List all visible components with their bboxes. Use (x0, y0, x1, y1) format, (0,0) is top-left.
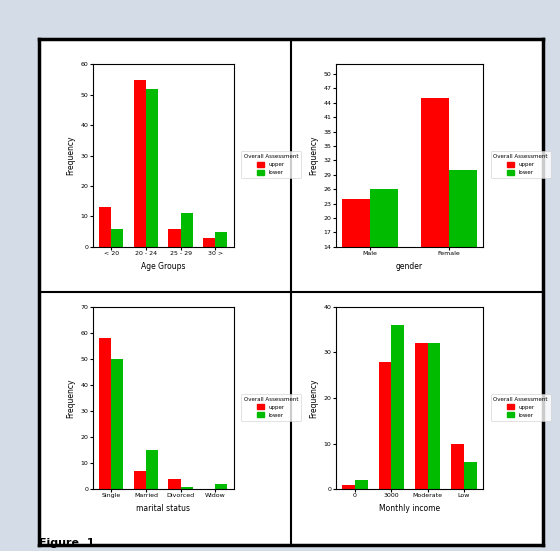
Text: Figure  1: Figure 1 (39, 538, 95, 548)
Bar (215, 484, 227, 489)
Y-axis label: Frequency: Frequency (309, 379, 318, 418)
Bar (181, 487, 193, 489)
Bar (342, 199, 370, 314)
Bar (99, 207, 111, 247)
Bar (146, 450, 158, 489)
Bar (134, 79, 146, 247)
X-axis label: marital status: marital status (136, 504, 190, 513)
Y-axis label: Frequency: Frequency (66, 379, 75, 418)
Bar (111, 359, 123, 489)
Bar (181, 213, 193, 247)
Bar (134, 471, 146, 489)
X-axis label: Age Groups: Age Groups (141, 262, 185, 271)
Bar (370, 189, 398, 314)
Bar (421, 98, 449, 314)
Bar (203, 237, 215, 247)
Y-axis label: Frequency: Frequency (309, 136, 318, 175)
X-axis label: Monthly income: Monthly income (379, 504, 440, 513)
Y-axis label: Frequency: Frequency (66, 136, 75, 175)
Bar (355, 480, 368, 489)
Legend: upper, lower: upper, lower (241, 394, 301, 420)
Bar (169, 479, 181, 489)
Bar (451, 444, 464, 489)
Bar (391, 325, 404, 489)
Legend: upper, lower: upper, lower (491, 152, 550, 178)
Bar (342, 485, 355, 489)
X-axis label: gender: gender (396, 262, 423, 271)
Bar (464, 462, 477, 489)
Bar (449, 170, 477, 314)
Bar (415, 343, 428, 489)
Bar (215, 231, 227, 247)
Bar (169, 229, 181, 247)
Legend: upper, lower: upper, lower (491, 394, 550, 420)
Bar (379, 361, 391, 489)
Bar (99, 338, 111, 489)
Bar (428, 343, 440, 489)
Bar (146, 89, 158, 247)
Legend: upper, lower: upper, lower (241, 152, 301, 178)
Bar (111, 229, 123, 247)
